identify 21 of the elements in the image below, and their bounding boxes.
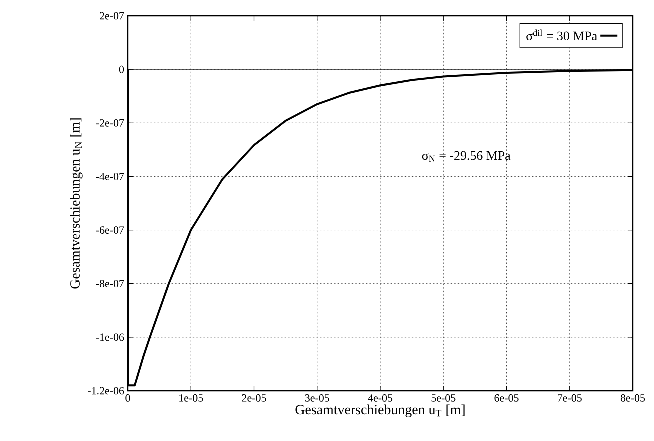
y-tick-label: 2e-07 bbox=[100, 12, 124, 20]
x-tick-label: 8e-05 bbox=[620, 394, 646, 402]
x-tick-label: 2e-05 bbox=[242, 394, 266, 402]
legend-label: σ$^{dil}$ = 30 MPa bbox=[526, 30, 598, 41]
x-tick-label: 6e-05 bbox=[494, 394, 519, 402]
x-tick-label: 1e-05 bbox=[180, 394, 204, 402]
annotation: σ$_{N}$ = -29.56 MPa bbox=[422, 151, 511, 162]
x-axis-title: Gesamtverschiebungen u$_{T}$ [m] bbox=[296, 404, 465, 418]
x-tick-label: 0 bbox=[126, 394, 130, 402]
y-tick-label: -4e-07 bbox=[96, 173, 124, 180]
y-tick-label: -8e-07 bbox=[96, 280, 124, 288]
x-tick-label: 4e-05 bbox=[368, 394, 393, 402]
y-tick-label: -1.2e-06 bbox=[88, 387, 124, 395]
x-tick-label: 5e-05 bbox=[432, 394, 456, 402]
x-tick-label: 3e-05 bbox=[305, 394, 330, 402]
y-tick-label: -1e-06 bbox=[96, 334, 124, 342]
x-tick-label: 7e-05 bbox=[558, 394, 582, 402]
y-tick-label: -6e-07 bbox=[96, 226, 124, 234]
y-tick-label: -2e-07 bbox=[96, 119, 124, 127]
y-axis-title: Gesamtverschiebungen u$_{N}$ [m] bbox=[70, 118, 83, 289]
y-tick-label: 0 bbox=[119, 66, 124, 74]
